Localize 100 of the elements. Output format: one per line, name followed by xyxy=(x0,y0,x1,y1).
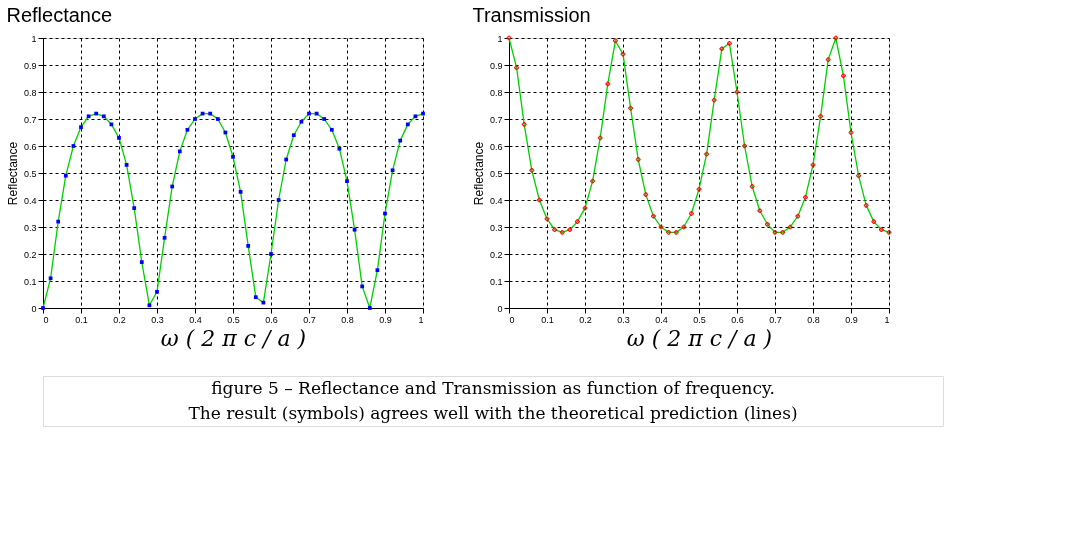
point xyxy=(833,35,839,41)
point xyxy=(742,143,747,149)
y-tick-label: 0.7 xyxy=(489,114,503,125)
y-tick-label: 0.4 xyxy=(23,195,37,206)
point xyxy=(620,51,626,57)
point xyxy=(567,227,573,233)
point xyxy=(871,219,877,224)
point xyxy=(521,122,527,127)
point xyxy=(704,151,709,157)
point xyxy=(582,205,588,211)
point xyxy=(575,219,580,224)
point xyxy=(727,41,732,46)
point xyxy=(291,133,296,138)
x-tick-label: 0 xyxy=(509,314,515,325)
point xyxy=(696,186,702,192)
x-tick-label: 0.6 xyxy=(731,314,744,325)
point xyxy=(246,244,251,248)
point xyxy=(628,105,633,111)
point xyxy=(734,89,740,95)
point xyxy=(757,208,763,214)
point xyxy=(886,230,892,235)
point xyxy=(841,73,846,79)
text: The result (symbols) agrees well with the theoretical prediction (lines) xyxy=(188,402,798,423)
y-tick-label: 0.8 xyxy=(23,87,37,98)
point xyxy=(63,173,68,178)
point xyxy=(681,224,687,230)
point xyxy=(780,230,785,235)
point xyxy=(590,178,595,184)
x-tick-label: 0.4 xyxy=(655,314,668,325)
point xyxy=(765,221,770,227)
y-axis-title: Reflectance xyxy=(471,141,486,206)
x-tick-label: 0.7 xyxy=(769,314,782,325)
point xyxy=(673,230,679,235)
x-tick-label: 0.3 xyxy=(617,314,630,325)
point xyxy=(719,46,725,52)
point xyxy=(514,65,519,71)
y-tick-label: 0.1 xyxy=(489,276,503,287)
point xyxy=(597,135,603,141)
point xyxy=(537,197,542,203)
point xyxy=(253,295,258,300)
y-tick-label: 0.1 xyxy=(23,276,37,287)
point xyxy=(544,216,550,222)
point xyxy=(605,81,611,87)
point xyxy=(132,206,137,210)
point xyxy=(322,117,327,121)
point xyxy=(749,184,755,189)
point xyxy=(711,97,717,103)
y-tick-label: 1 xyxy=(497,33,503,44)
y-tick-label: 0.3 xyxy=(23,222,37,233)
y-tick-label: 1 xyxy=(31,33,37,44)
point xyxy=(787,224,793,230)
x-tick-label: 0.2 xyxy=(579,314,592,325)
point xyxy=(101,114,106,119)
y-tick-label: 0.3 xyxy=(489,222,503,233)
point xyxy=(651,213,656,219)
point xyxy=(795,213,801,219)
point xyxy=(635,157,641,162)
point xyxy=(139,260,144,264)
y-tick-label: 0.8 xyxy=(489,87,503,98)
point xyxy=(643,192,649,197)
x-tick-label: 0.8 xyxy=(807,314,820,325)
x-tick-label: 0.2 xyxy=(113,314,126,325)
y-tick-label: 0 xyxy=(31,303,37,314)
point xyxy=(529,167,535,173)
point xyxy=(666,230,671,235)
x-tick-label: 1 xyxy=(884,314,890,325)
point xyxy=(345,179,349,183)
point xyxy=(559,230,565,235)
point xyxy=(269,252,273,256)
y-tick-label: 0.9 xyxy=(489,60,503,71)
point xyxy=(825,57,831,62)
x-axis-title: ω ( 2 π c / a ) xyxy=(160,325,307,351)
x-tick-label: 0.4 xyxy=(189,314,202,325)
point xyxy=(818,113,823,119)
x-tick-label: 0.5 xyxy=(227,314,240,325)
y-tick-label: 0.5 xyxy=(489,168,503,179)
y-tick-label: 0.2 xyxy=(23,249,37,260)
x-axis-title: ω ( 2 π c / a ) xyxy=(626,325,773,351)
y-tick-label: 0.4 xyxy=(489,195,503,206)
chart-title: Reflectance xyxy=(6,4,113,26)
point xyxy=(193,117,197,121)
point xyxy=(689,211,694,216)
x-tick-label: 0.5 xyxy=(693,314,706,325)
point xyxy=(658,224,664,230)
y-tick-label: 0.9 xyxy=(23,60,37,71)
chart-title: Transmission xyxy=(472,4,591,26)
point xyxy=(613,38,618,44)
x-tick-label: 0.9 xyxy=(379,314,392,325)
point xyxy=(856,173,861,179)
point xyxy=(863,203,869,208)
x-tick-label: 0 xyxy=(43,314,49,325)
point xyxy=(367,306,372,310)
point xyxy=(848,130,854,135)
x-tick-label: 0.1 xyxy=(75,314,88,325)
x-tick-label: 0.1 xyxy=(541,314,554,325)
y-axis-title: Reflectance xyxy=(5,141,20,206)
x-tick-label: 0.8 xyxy=(341,314,354,325)
point xyxy=(810,162,816,168)
y-tick-label: 0 xyxy=(497,303,503,314)
x-tick-label: 0.6 xyxy=(265,314,278,325)
